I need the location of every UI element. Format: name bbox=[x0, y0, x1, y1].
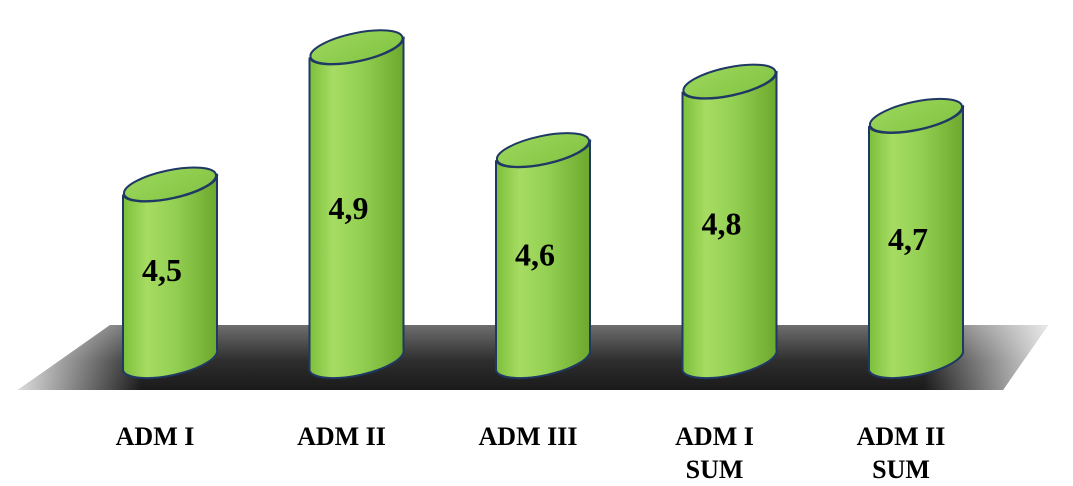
category-label: ADM III bbox=[479, 422, 578, 451]
bar bbox=[122, 166, 219, 380]
category-label: ADM I bbox=[675, 422, 754, 451]
category-label: SUM bbox=[872, 455, 930, 481]
bar bbox=[681, 63, 778, 380]
category-label: ADM I bbox=[116, 422, 195, 451]
bar-top bbox=[122, 166, 218, 203]
bar-top bbox=[868, 97, 964, 134]
category-label: SUM bbox=[686, 455, 744, 481]
bar-top bbox=[495, 132, 591, 168]
data-label: 4,9 bbox=[329, 190, 369, 226]
bar bbox=[868, 97, 965, 380]
bar-top bbox=[682, 63, 777, 100]
data-label: 4,7 bbox=[888, 221, 928, 257]
data-label: 4,6 bbox=[515, 237, 555, 273]
category-label: ADM II bbox=[857, 422, 946, 451]
data-label: 4,5 bbox=[142, 252, 182, 288]
bar bbox=[308, 29, 405, 380]
bar-top bbox=[309, 29, 404, 65]
data-label: 4,8 bbox=[702, 206, 742, 242]
bar bbox=[495, 132, 592, 380]
category-label: ADM II bbox=[297, 422, 386, 451]
